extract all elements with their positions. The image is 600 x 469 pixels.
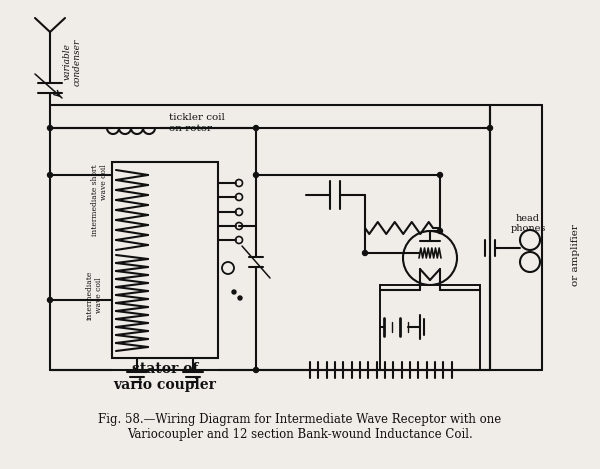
Circle shape <box>254 173 259 177</box>
Text: Fig. 58.—Wiring Diagram for Intermediate Wave Receptor with one: Fig. 58.—Wiring Diagram for Intermediate… <box>98 413 502 426</box>
Bar <box>380 285 480 370</box>
Text: Variocoupler and 12 section Bank-wound Inductance Coil.: Variocoupler and 12 section Bank-wound I… <box>127 428 473 441</box>
Text: head
phones: head phones <box>511 213 545 233</box>
Circle shape <box>437 173 443 177</box>
Circle shape <box>254 126 259 130</box>
Circle shape <box>238 296 242 300</box>
Circle shape <box>254 368 259 372</box>
Circle shape <box>487 126 493 130</box>
Circle shape <box>47 297 53 303</box>
Text: stator of
vario coupler: stator of vario coupler <box>113 362 217 392</box>
Circle shape <box>47 173 53 177</box>
Text: tickler coil
on rotor: tickler coil on rotor <box>169 113 225 133</box>
Text: variable
condenser: variable condenser <box>62 38 82 86</box>
Text: intermediate short
wave coil: intermediate short wave coil <box>91 164 108 236</box>
Circle shape <box>362 250 367 256</box>
Circle shape <box>437 228 443 234</box>
Bar <box>112 162 218 358</box>
Circle shape <box>47 126 53 130</box>
Text: intermediate
wave coil: intermediate wave coil <box>85 270 103 320</box>
Text: or amplifier: or amplifier <box>571 224 580 286</box>
Circle shape <box>232 290 236 294</box>
